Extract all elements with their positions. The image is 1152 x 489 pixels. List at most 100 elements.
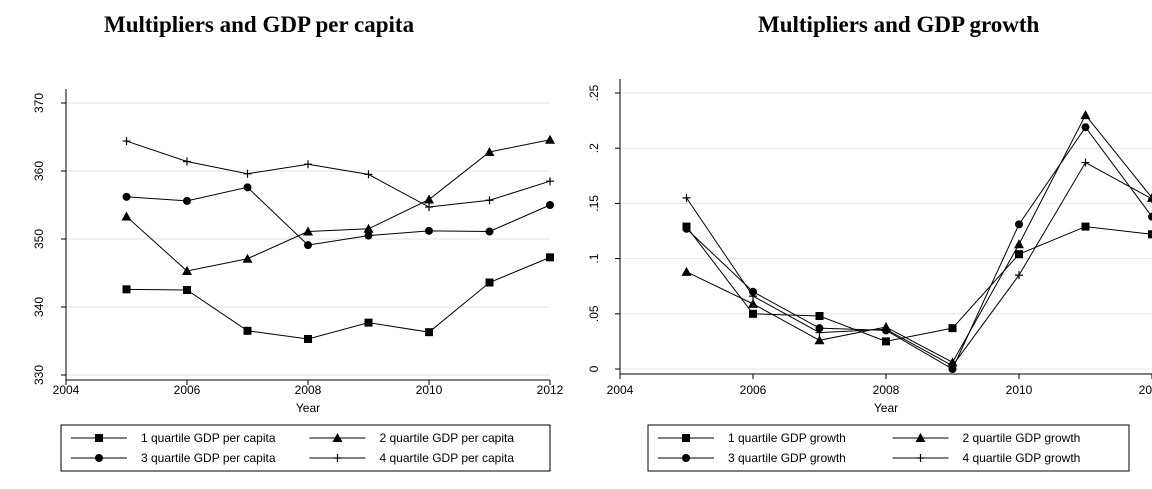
chart-title-gdp-growth: Multipliers and GDP growth (758, 12, 1040, 37)
series-line-1 (126, 256, 551, 340)
legend-marker (333, 454, 342, 462)
data-point-4 (364, 170, 373, 179)
legend-label: 3 quartile GDP growth (728, 451, 846, 465)
chart-1: 0 .05 .1 .15 .2 .25 2004 2006 2008 2010 2012 Year 1 … (587, 79, 1152, 472)
series-line-4 (126, 140, 551, 208)
data-point-2 (545, 134, 555, 144)
data-point-1 (304, 334, 312, 343)
x-tick-label: 2012 (537, 383, 564, 397)
x-tick-label: 2012 (1139, 383, 1152, 397)
x-tick-label: 2008 (873, 383, 900, 397)
data-point-1 (815, 312, 824, 321)
legend-label: 2 quartile GDP per capita (380, 431, 515, 445)
data-point-4 (243, 169, 252, 178)
y-tick-label: .15 (587, 195, 601, 212)
legend-marker (682, 454, 690, 462)
data-point-1 (948, 324, 957, 333)
legend-box (647, 424, 1130, 472)
data-point-3 (485, 227, 494, 236)
data-point-3 (183, 196, 191, 205)
data-point-2 (182, 265, 192, 275)
y-tick-label: .1 (587, 253, 601, 263)
data-point-1 (749, 309, 757, 318)
data-point-4 (183, 157, 191, 166)
data-point-3 (1015, 220, 1023, 229)
data-point-3 (364, 231, 373, 240)
data-point-3 (1148, 212, 1152, 221)
x-tick-label: 2010 (1006, 383, 1033, 397)
data-point-1 (485, 278, 494, 287)
data-point-2 (303, 226, 313, 236)
x-tick-label: 2006 (174, 383, 201, 397)
data-point-4 (122, 137, 131, 146)
x-tick-label: 2004 (53, 383, 80, 397)
data-point-3 (815, 324, 824, 333)
data-point-4 (1015, 271, 1023, 280)
data-point-4 (1148, 194, 1152, 203)
data-point-1 (1148, 230, 1152, 239)
y-tick-label: 360 (32, 161, 46, 181)
data-point-3 (122, 192, 131, 201)
data-point-2 (424, 194, 434, 204)
data-point-2 (363, 223, 374, 233)
data-point-2 (1080, 110, 1091, 120)
y-tick-label: 350 (32, 229, 46, 249)
chart-0: 330 340 350 360 370 2004 2006 2008 2010 2012 Year 1… (32, 89, 564, 472)
y-tick-label: 340 (32, 297, 46, 317)
data-point-2 (1014, 239, 1024, 249)
data-point-3 (425, 226, 433, 235)
data-point-4 (749, 292, 757, 301)
data-point-4 (546, 177, 554, 186)
series-line-2 (686, 114, 1152, 364)
data-point-4 (485, 196, 494, 205)
data-point-1 (1081, 222, 1090, 231)
series-line-4 (686, 161, 1152, 367)
legend-marker (332, 433, 343, 442)
data-point-1 (882, 337, 890, 346)
x-tick-label: 2008 (295, 383, 322, 397)
data-point-4 (882, 325, 890, 334)
y-tick-label: .05 (587, 305, 601, 322)
x-tick-label: 2010 (416, 383, 443, 397)
data-point-2 (121, 211, 132, 221)
chart-title-gdp-per-capita: Multipliers and GDP per capita (104, 12, 415, 37)
data-point-2 (681, 266, 692, 276)
data-point-4 (425, 203, 433, 212)
data-point-3 (304, 241, 312, 250)
data-point-1 (425, 328, 433, 337)
data-point-1 (122, 285, 131, 294)
y-tick-label: .2 (587, 143, 601, 153)
y-tick-label: 0 (587, 365, 601, 372)
data-point-2 (242, 253, 253, 263)
legend-label: 1 quartile GDP per capita (141, 431, 276, 445)
legend-marker (915, 433, 926, 442)
data-point-1 (364, 318, 373, 327)
data-point-2 (484, 146, 495, 156)
data-point-1 (1015, 250, 1023, 259)
data-point-4 (948, 361, 957, 370)
legend-box (60, 424, 551, 472)
series-line-3 (126, 186, 551, 246)
y-tick-label: 370 (32, 93, 46, 113)
series-line-2 (126, 139, 551, 272)
data-point-2 (814, 335, 825, 345)
series-line-3 (686, 126, 1152, 370)
data-point-4 (304, 160, 312, 169)
data-point-1 (546, 253, 554, 262)
data-point-3 (682, 224, 691, 233)
data-point-3 (546, 201, 554, 209)
data-point-1 (183, 286, 191, 294)
legend-label: 1 quartile GDP growth (728, 431, 846, 445)
data-point-2 (748, 298, 758, 308)
legend-label: 4 quartile GDP growth (963, 451, 1081, 465)
y-tick-label: 330 (32, 365, 46, 385)
y-tick-label: .25 (587, 84, 601, 101)
data-point-4 (682, 193, 691, 202)
x-axis-label: Year (874, 401, 898, 415)
x-tick-label: 2006 (740, 383, 767, 397)
data-point-4 (815, 328, 824, 337)
legend-label: 3 quartile GDP per capita (141, 451, 276, 465)
legend-label: 2 quartile GDP growth (963, 431, 1081, 445)
legend-marker (682, 434, 690, 442)
